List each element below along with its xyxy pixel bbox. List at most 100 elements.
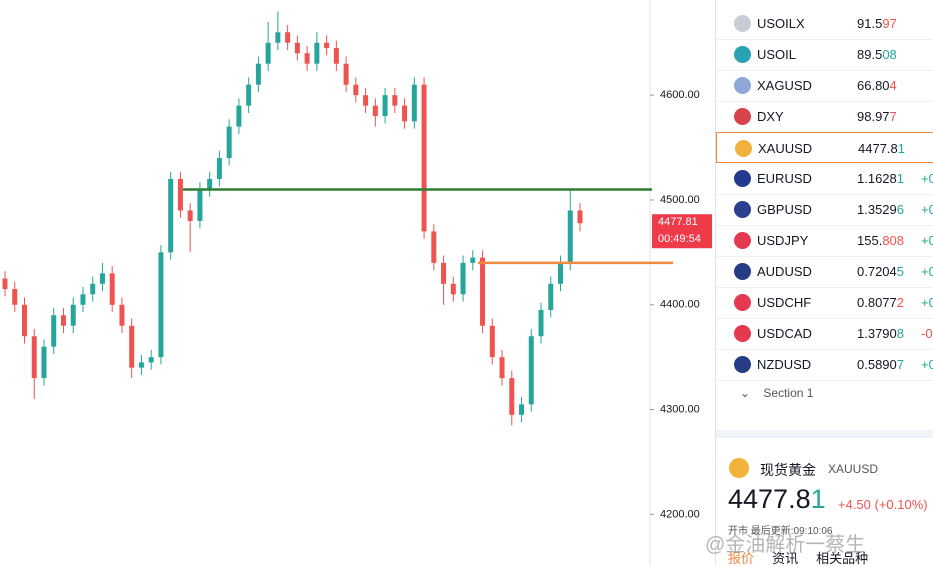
- watchlist-row[interactable]: EURUSD 1.16281 +0: [716, 163, 933, 195]
- change: -0: [921, 326, 933, 341]
- change: +0: [921, 357, 933, 372]
- y-tick-label: 4300.00: [660, 403, 700, 415]
- candle-body: [285, 32, 291, 43]
- price: 0.80772: [857, 295, 904, 310]
- price-main: 0.5890: [857, 357, 897, 372]
- candle-body: [411, 84, 417, 122]
- candle-body: [90, 283, 96, 295]
- symbol: XAUUSD: [758, 141, 813, 156]
- side-panel: USOILX 91.597 USOIL 89.508 XAGUSD 66.804…: [715, 0, 933, 567]
- symbol: EURUSD: [757, 171, 812, 186]
- candle-body: [382, 95, 388, 117]
- price-main: 1.1628: [857, 171, 897, 186]
- symbol: GBPUSD: [757, 202, 812, 217]
- symbol: USOILX: [757, 16, 805, 31]
- price-tag-label: 4477.81: [658, 216, 698, 228]
- candle-body: [363, 95, 369, 106]
- symbol: XAGUSD: [757, 78, 812, 93]
- symbol-icon: [734, 77, 751, 94]
- section-label: Section 1: [763, 386, 814, 400]
- watchlist-row[interactable]: USDCAD 1.37908 -0: [716, 318, 933, 350]
- price: 1.35296: [857, 202, 904, 217]
- change: +0: [921, 202, 933, 217]
- updated: 最后更新:09:10:06: [750, 526, 833, 537]
- candle-body: [460, 262, 466, 295]
- price-main: 91.5: [857, 16, 883, 31]
- y-tick-label: 4600.00: [660, 89, 700, 101]
- candle-body: [519, 404, 525, 415]
- candle-body: [187, 210, 193, 221]
- candle-body: [548, 283, 554, 311]
- change: +0: [921, 264, 933, 279]
- candle-body: [216, 158, 222, 180]
- candle-body: [402, 105, 408, 122]
- tab[interactable]: 报价: [728, 551, 755, 566]
- detail-name: 现货黄金: [760, 462, 816, 478]
- price-tail: 2: [896, 295, 904, 310]
- section-header[interactable]: ⌄ Section 1: [740, 386, 814, 400]
- symbol: USOIL: [757, 47, 797, 62]
- candle-body: [392, 95, 398, 106]
- candle-body: [138, 362, 144, 368]
- candle-body: [577, 210, 583, 224]
- y-tick-label: 4500.00: [660, 194, 700, 206]
- watermark: @金油解析一蔡生: [705, 534, 866, 556]
- symbol-icon: [734, 108, 751, 125]
- price: 66.804: [857, 78, 897, 93]
- symbol-icon: [734, 46, 751, 63]
- price: 4477.81: [858, 141, 905, 156]
- candle-body: [148, 357, 154, 363]
- detail-price: 4477.81: [728, 484, 826, 515]
- watchlist-row[interactable]: AUDUSD 0.72045 +0: [716, 256, 933, 288]
- price-main: 1.3529: [857, 202, 897, 217]
- symbol-icon: [734, 15, 751, 32]
- detail-change: +4.50 (+0.10%): [838, 497, 928, 512]
- candle-body: [41, 346, 47, 379]
- price-tail: 7: [889, 109, 897, 124]
- tabs: 报价 资讯 相关品种: [728, 548, 868, 567]
- candle-body: [275, 32, 281, 43]
- symbol-icon: [734, 201, 751, 218]
- symbol-icon: [734, 232, 751, 249]
- watchlist-row[interactable]: USOIL 89.508: [716, 39, 933, 71]
- price: 89.508: [857, 47, 897, 62]
- price-tail: 08: [882, 47, 897, 62]
- symbol-icon: [734, 325, 751, 342]
- tab[interactable]: 资讯: [772, 551, 799, 566]
- watchlist-row[interactable]: DXY 98.977: [716, 101, 933, 133]
- candle-body: [168, 179, 174, 253]
- candle-body: [528, 336, 534, 405]
- candle-body: [80, 294, 86, 305]
- candle-body: [246, 84, 252, 106]
- price-tail: 4: [889, 78, 897, 93]
- price-main: 0.8077: [857, 295, 897, 310]
- candle-body: [51, 315, 57, 347]
- candle-body: [441, 262, 447, 284]
- change: +0: [921, 295, 933, 310]
- watchlist-row[interactable]: USDJPY 155.808 +0: [716, 225, 933, 257]
- price: 0.72045: [857, 264, 904, 279]
- candle-body: [489, 325, 495, 358]
- symbol-icon: [734, 263, 751, 280]
- symbol-icon: [734, 170, 751, 187]
- symbol: NZDUSD: [757, 357, 812, 372]
- price-tail: 5: [896, 264, 904, 279]
- price-tail: 6: [896, 202, 904, 217]
- candle-body: [226, 126, 232, 159]
- candle-body: [265, 42, 271, 64]
- tab[interactable]: 相关品种: [816, 551, 869, 566]
- price-main: 4477.8: [728, 484, 811, 514]
- price-tail: 1: [897, 141, 905, 156]
- candle-body: [129, 325, 135, 368]
- watchlist-row[interactable]: USDCHF 0.80772 +0: [716, 287, 933, 319]
- watchlist-row[interactable]: GBPUSD 1.35296 +0: [716, 194, 933, 226]
- divider: [716, 430, 933, 438]
- symbol-icon: [734, 356, 751, 373]
- watchlist-row[interactable]: XAUUSD 4477.81: [716, 132, 933, 163]
- y-tick-label: 4400.00: [660, 299, 700, 311]
- candle-body: [60, 315, 66, 326]
- watchlist-row[interactable]: NZDUSD 0.58907 +0: [716, 349, 933, 381]
- watchlist-row[interactable]: XAGUSD 66.804: [716, 70, 933, 102]
- watchlist-row[interactable]: USOILX 91.597: [716, 8, 933, 40]
- candle-body: [314, 42, 320, 64]
